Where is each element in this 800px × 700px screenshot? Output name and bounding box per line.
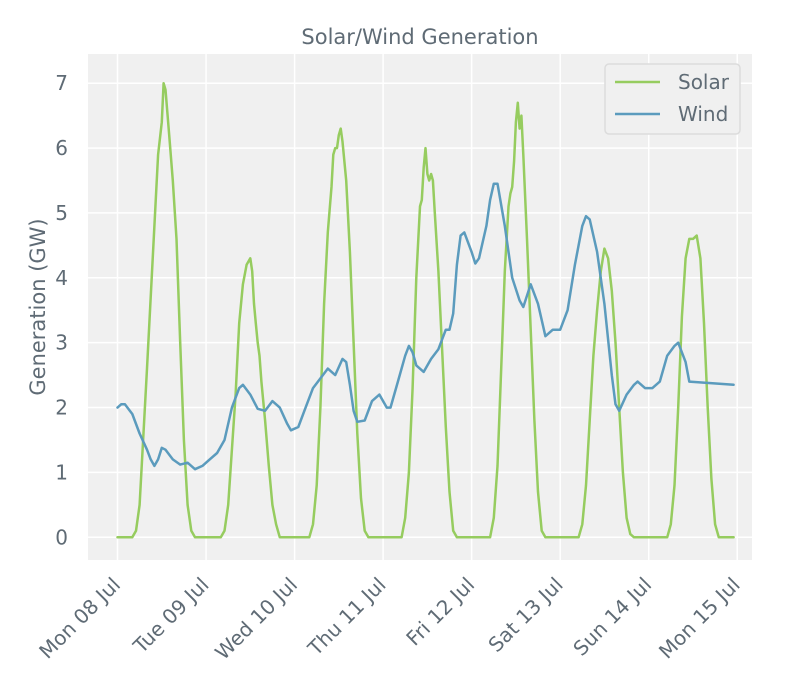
y-tick-label: 4	[55, 266, 68, 290]
series-line-wind	[116, 182, 735, 471]
series-layer	[116, 81, 735, 539]
y-tick-label: 2	[55, 396, 68, 420]
y-axis-ticks: 0 1 2 3 4 5 6 7	[55, 71, 68, 549]
x-tick-label: Mon 08 Jul	[34, 573, 125, 664]
legend-label-solar: Solar	[678, 70, 730, 94]
y-tick-label: 0	[55, 525, 68, 549]
series-line-solar	[116, 81, 735, 539]
x-tick-label: Mon 15 Jul	[654, 573, 745, 664]
x-tick-label: Thu 11 Jul	[302, 573, 390, 661]
y-tick-label: 7	[55, 71, 68, 95]
grid	[88, 54, 752, 560]
x-tick-label: Tue 09 Jul	[128, 573, 214, 659]
y-tick-label: 1	[55, 460, 68, 484]
x-tick-label: Sun 14 Jul	[568, 573, 656, 661]
y-tick-label: 5	[55, 201, 68, 225]
legend: Solar Wind	[604, 63, 741, 135]
legend-label-wind: Wind	[678, 102, 728, 126]
y-axis-label: Generation (GW)	[26, 218, 50, 395]
x-tick-label: Sat 13 Jul	[484, 573, 568, 657]
y-tick-label: 6	[55, 136, 68, 160]
x-tick-label: Wed 10 Jul	[210, 573, 302, 665]
plot-area	[88, 54, 752, 560]
y-tick-label: 3	[55, 331, 68, 355]
x-tick-label: Fri 12 Jul	[401, 573, 479, 651]
chart-title: Solar/Wind Generation	[301, 25, 538, 49]
